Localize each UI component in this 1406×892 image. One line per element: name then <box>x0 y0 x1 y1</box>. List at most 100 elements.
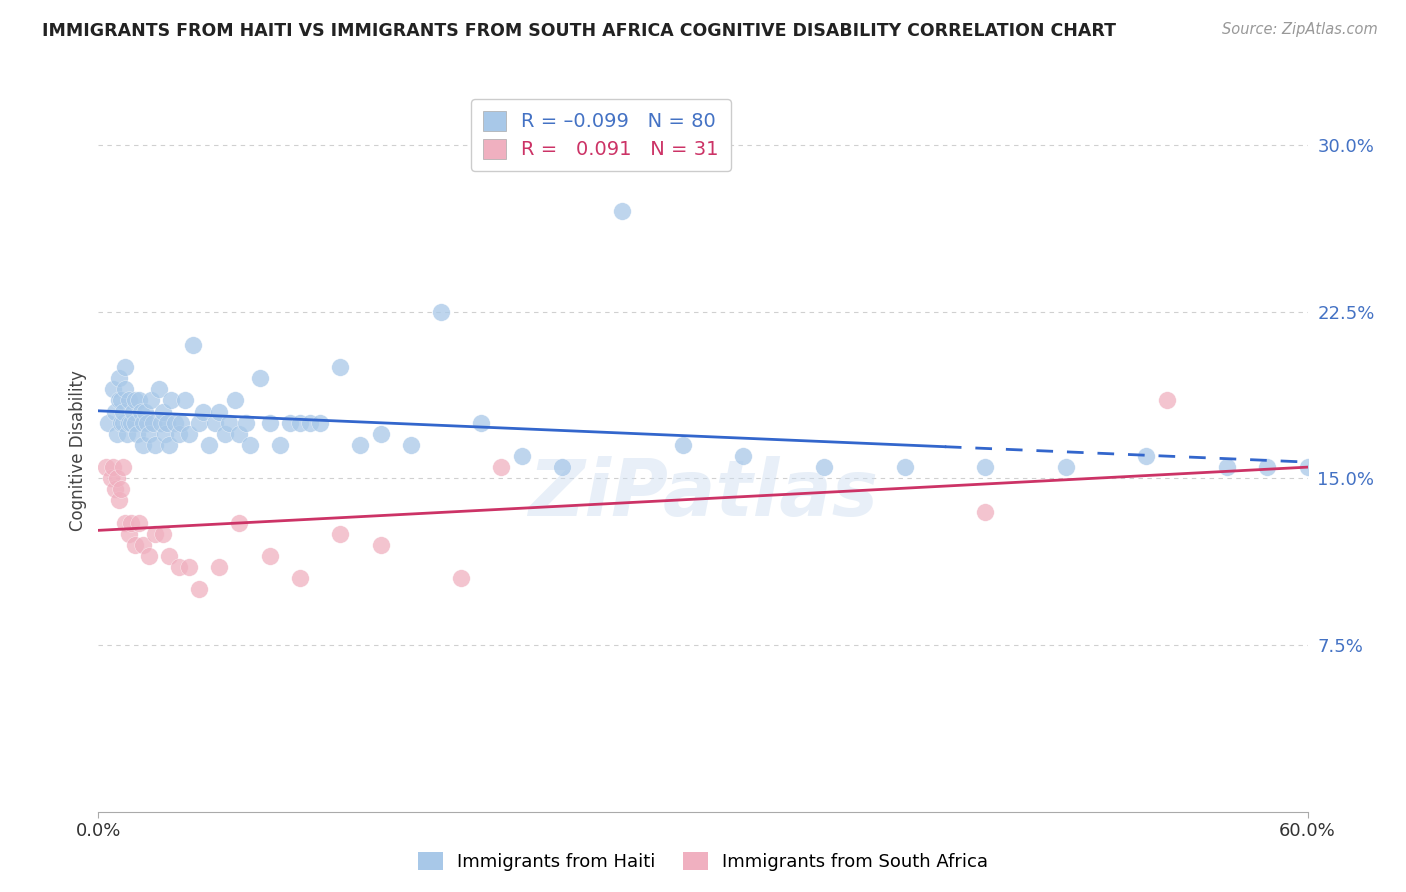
Point <box>132 538 155 552</box>
Point <box>672 438 695 452</box>
Point <box>152 526 174 541</box>
Point <box>174 393 197 408</box>
Point <box>129 404 152 418</box>
Point <box>224 393 246 408</box>
Point <box>157 549 180 563</box>
Point <box>1256 460 1278 475</box>
Point <box>105 426 128 441</box>
Point <box>153 426 176 441</box>
Point <box>269 438 291 452</box>
Point <box>97 416 120 430</box>
Point <box>450 571 472 585</box>
Point <box>135 416 157 430</box>
Point <box>974 460 997 475</box>
Point <box>309 416 332 430</box>
Point <box>128 516 150 530</box>
Point <box>204 416 226 430</box>
Point <box>551 460 574 475</box>
Point <box>132 416 155 430</box>
Point <box>143 438 166 452</box>
Point <box>118 393 141 408</box>
Point <box>329 360 352 375</box>
Point <box>1216 460 1239 475</box>
Legend: R = –0.099   N = 80, R =   0.091   N = 31: R = –0.099 N = 80, R = 0.091 N = 31 <box>471 99 731 171</box>
Point <box>111 404 134 418</box>
Point <box>208 560 231 574</box>
Point <box>188 416 211 430</box>
Point <box>399 438 422 452</box>
Point <box>110 416 132 430</box>
Point <box>259 416 281 430</box>
Point <box>249 371 271 385</box>
Point <box>228 426 250 441</box>
Point <box>114 516 136 530</box>
Point <box>188 582 211 597</box>
Point <box>370 426 392 441</box>
Point <box>170 416 193 430</box>
Point <box>163 416 186 430</box>
Point <box>430 304 453 318</box>
Point <box>120 516 142 530</box>
Point <box>149 416 172 430</box>
Point <box>110 483 132 497</box>
Point <box>974 505 997 519</box>
Point <box>121 404 143 418</box>
Point <box>370 538 392 552</box>
Point <box>101 460 124 475</box>
Point <box>152 404 174 418</box>
Legend: Immigrants from Haiti, Immigrants from South Africa: Immigrants from Haiti, Immigrants from S… <box>411 845 995 879</box>
Point <box>349 438 371 452</box>
Point <box>235 416 257 430</box>
Point <box>218 416 240 430</box>
Point <box>114 360 136 375</box>
Point <box>893 460 915 475</box>
Point <box>167 426 190 441</box>
Point <box>103 483 125 497</box>
Point <box>110 393 132 408</box>
Point <box>143 526 166 541</box>
Point <box>491 460 513 475</box>
Point <box>111 416 134 430</box>
Point <box>288 571 311 585</box>
Point <box>239 438 262 452</box>
Point <box>124 393 146 408</box>
Point <box>124 538 146 552</box>
Point <box>120 416 142 430</box>
Text: IMMIGRANTS FROM HAITI VS IMMIGRANTS FROM SOUTH AFRICA COGNITIVE DISABILITY CORRE: IMMIGRANTS FROM HAITI VS IMMIGRANTS FROM… <box>42 22 1116 40</box>
Text: ZiPatlas: ZiPatlas <box>529 456 877 532</box>
Point <box>1156 393 1178 408</box>
Point <box>107 493 129 508</box>
Point <box>214 426 236 441</box>
Point <box>259 549 281 563</box>
Point <box>111 460 134 475</box>
Point <box>288 416 311 430</box>
Point <box>612 204 634 219</box>
Point <box>733 449 755 463</box>
Point <box>107 393 129 408</box>
Point <box>1135 449 1157 463</box>
Point <box>181 338 204 352</box>
Point <box>138 426 160 441</box>
Point <box>179 560 201 574</box>
Y-axis label: Cognitive Disability: Cognitive Disability <box>69 370 87 531</box>
Point <box>114 382 136 396</box>
Point <box>125 426 148 441</box>
Point <box>193 404 215 418</box>
Point <box>179 426 201 441</box>
Point <box>1054 460 1077 475</box>
Point <box>208 404 231 418</box>
Point <box>329 526 352 541</box>
Point <box>470 416 492 430</box>
Point <box>118 416 141 430</box>
Point <box>278 416 301 430</box>
Point <box>132 438 155 452</box>
Point <box>139 393 162 408</box>
Point <box>128 393 150 408</box>
Point <box>167 560 190 574</box>
Point <box>198 438 221 452</box>
Point <box>148 382 170 396</box>
Point <box>156 416 179 430</box>
Point <box>105 471 128 485</box>
Point <box>101 382 124 396</box>
Point <box>124 416 146 430</box>
